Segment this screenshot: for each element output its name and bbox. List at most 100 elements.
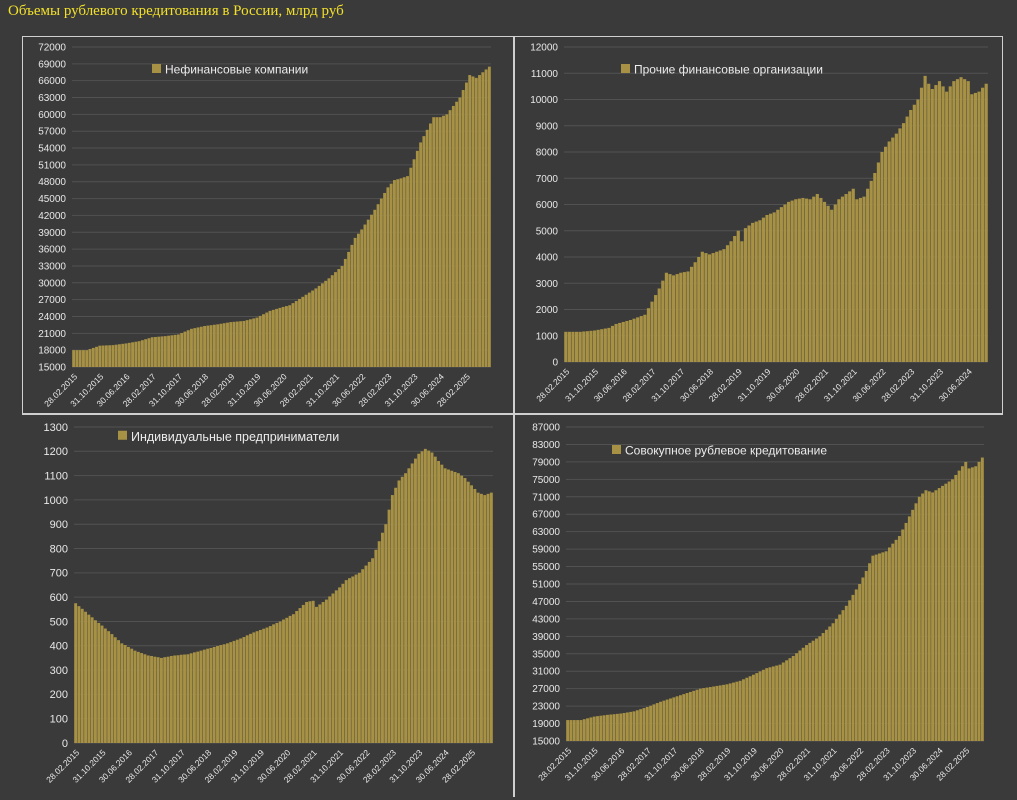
- bar: [769, 213, 773, 362]
- divider-horizontal: [22, 413, 1003, 415]
- bar: [301, 604, 305, 743]
- bar: [291, 614, 295, 743]
- bar: [833, 204, 837, 362]
- bar: [461, 90, 465, 367]
- bar: [819, 197, 823, 362]
- y-tick-label: 700: [50, 568, 68, 580]
- bar: [130, 648, 134, 743]
- bar: [202, 649, 206, 743]
- y-tick-label: 15000: [38, 363, 66, 374]
- bar: [443, 468, 447, 743]
- bar: [144, 339, 148, 367]
- y-tick-label: 67000: [532, 510, 560, 521]
- bar: [887, 141, 891, 362]
- bar: [298, 298, 301, 367]
- bar: [697, 257, 701, 362]
- bar: [445, 114, 449, 368]
- bar: [771, 666, 775, 741]
- bar: [87, 614, 91, 743]
- bar: [120, 643, 124, 743]
- bar: [614, 323, 618, 362]
- bar: [682, 694, 686, 741]
- bar: [831, 623, 835, 741]
- bar: [622, 712, 626, 741]
- bar: [85, 350, 89, 367]
- bar: [183, 654, 186, 743]
- bar: [787, 201, 791, 363]
- bar: [733, 236, 737, 362]
- y-tick-label: 30000: [38, 278, 66, 289]
- bar: [265, 312, 269, 367]
- bar: [632, 318, 636, 362]
- chart-svg: 0 1000 2000 3000 4000 5000 6000 7000 8000 9000 100…: [530, 43, 988, 404]
- bar: [642, 708, 646, 741]
- bar: [715, 251, 719, 362]
- bar: [592, 330, 597, 362]
- bar: [805, 645, 808, 741]
- bar: [602, 715, 606, 741]
- bar: [414, 458, 417, 743]
- legend-swatch: [152, 64, 161, 73]
- chart-total-ruble-lending: 15000 19000 23000 27000 31000 35000 39000 43000…: [515, 415, 1003, 800]
- y-tick-label: 71000: [532, 492, 560, 503]
- bar: [675, 696, 679, 741]
- bar: [438, 117, 442, 368]
- y-tick-label: 11000: [531, 69, 559, 80]
- bar: [619, 713, 623, 741]
- bar: [442, 115, 445, 368]
- y-tick-label: 800: [50, 543, 68, 555]
- bar: [219, 323, 223, 367]
- bar: [98, 345, 102, 367]
- y-tick-label: 4000: [536, 253, 559, 264]
- bar: [430, 452, 434, 743]
- y-tick-label: 9000: [536, 121, 559, 132]
- bar: [765, 215, 769, 362]
- bar: [396, 179, 400, 367]
- bar: [973, 92, 977, 362]
- bar: [478, 75, 481, 367]
- bar: [610, 325, 615, 362]
- bar: [420, 451, 424, 743]
- bar: [278, 307, 282, 367]
- bar: [407, 468, 411, 743]
- bar: [984, 83, 988, 362]
- bar: [453, 471, 457, 743]
- y-tick-label: 600: [50, 592, 68, 604]
- y-tick-label: 1300: [44, 422, 68, 434]
- bar: [338, 587, 342, 743]
- bar: [955, 79, 960, 362]
- bar: [150, 655, 153, 743]
- bar: [245, 635, 249, 743]
- y-tick-label: 31000: [532, 667, 560, 678]
- bar: [394, 487, 398, 743]
- bar: [818, 636, 822, 741]
- bar: [189, 653, 193, 743]
- bar: [425, 129, 429, 367]
- bar: [788, 658, 792, 741]
- bar: [275, 622, 279, 743]
- y-tick-label: 1000: [44, 495, 68, 507]
- bar: [977, 91, 981, 363]
- bar: [708, 687, 712, 741]
- bar: [97, 622, 101, 743]
- bar: [758, 671, 762, 741]
- bar: [448, 110, 452, 367]
- bar: [966, 81, 970, 363]
- bar: [742, 679, 745, 741]
- bar: [402, 177, 406, 367]
- bar: [154, 336, 157, 367]
- bar: [252, 318, 256, 367]
- bar: [410, 463, 414, 743]
- y-tick-label: 42000: [38, 211, 66, 222]
- y-tick-label: 43000: [532, 614, 560, 625]
- bar: [367, 561, 371, 743]
- chart-svg: 0 100 200 300 400 500 600 700 800 900 1000 1100 1200…: [44, 422, 493, 785]
- bar: [314, 288, 318, 367]
- bar: [643, 314, 647, 362]
- bar: [348, 578, 351, 743]
- bar: [103, 628, 107, 743]
- bar: [281, 306, 285, 367]
- bar: [101, 345, 105, 367]
- bar: [379, 198, 383, 367]
- bar: [429, 123, 432, 368]
